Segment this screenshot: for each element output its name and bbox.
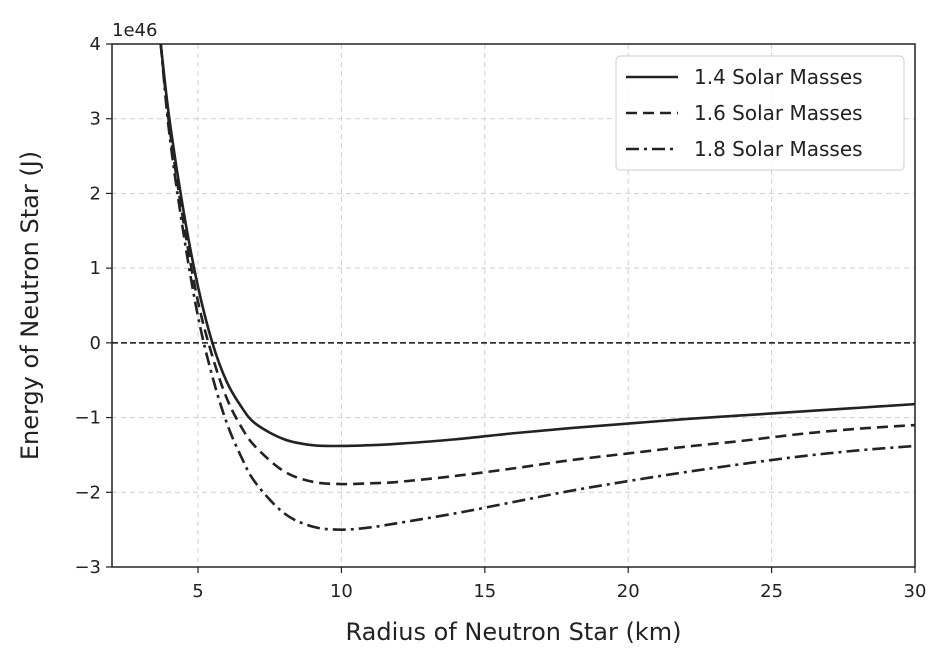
x-tick-label: 30 xyxy=(904,581,927,602)
y-axis-ticks: −3 −2 −1 0 1 2 3 4 xyxy=(74,34,112,578)
x-tick-label: 25 xyxy=(760,581,783,602)
x-tick-label: 5 xyxy=(192,581,203,602)
legend-box xyxy=(615,55,905,171)
y-tick-label: 3 xyxy=(90,109,101,130)
legend-label: 1.8 Solar Masses xyxy=(694,137,863,161)
x-tick-label: 15 xyxy=(473,581,496,602)
series-line-1-6-solar-masses xyxy=(159,44,915,486)
y-tick-label: −2 xyxy=(74,482,101,503)
y-tick-label: −3 xyxy=(74,557,101,578)
legend-label: 1.4 Solar Masses xyxy=(694,65,863,89)
legend: 1.4 Solar Masses 1.6 Solar Masses 1.8 Sola… xyxy=(615,55,905,171)
x-tick-label: 20 xyxy=(617,581,640,602)
y-tick-label: 0 xyxy=(90,333,101,354)
plot-frame xyxy=(111,43,916,568)
series-line-1-8-solar-masses xyxy=(159,44,915,531)
x-axis-ticks: 5 10 15 20 25 30 xyxy=(192,567,926,602)
legend-label: 1.6 Solar Masses xyxy=(694,101,863,125)
series-line-1-4-solar-masses xyxy=(159,44,915,448)
y-tick-label: −1 xyxy=(74,408,101,429)
y-axis-label: Energy of Neutron Star (J) xyxy=(16,151,44,460)
y-tick-label: 4 xyxy=(90,34,101,55)
y-tick-label: 1 xyxy=(90,258,101,279)
series-lines xyxy=(159,44,915,531)
x-tick-label: 10 xyxy=(330,581,353,602)
y-tick-label: 2 xyxy=(90,183,101,204)
y-offset-label: 1e46 xyxy=(112,20,157,41)
x-axis-label: Radius of Neutron Star (km) xyxy=(346,618,682,646)
